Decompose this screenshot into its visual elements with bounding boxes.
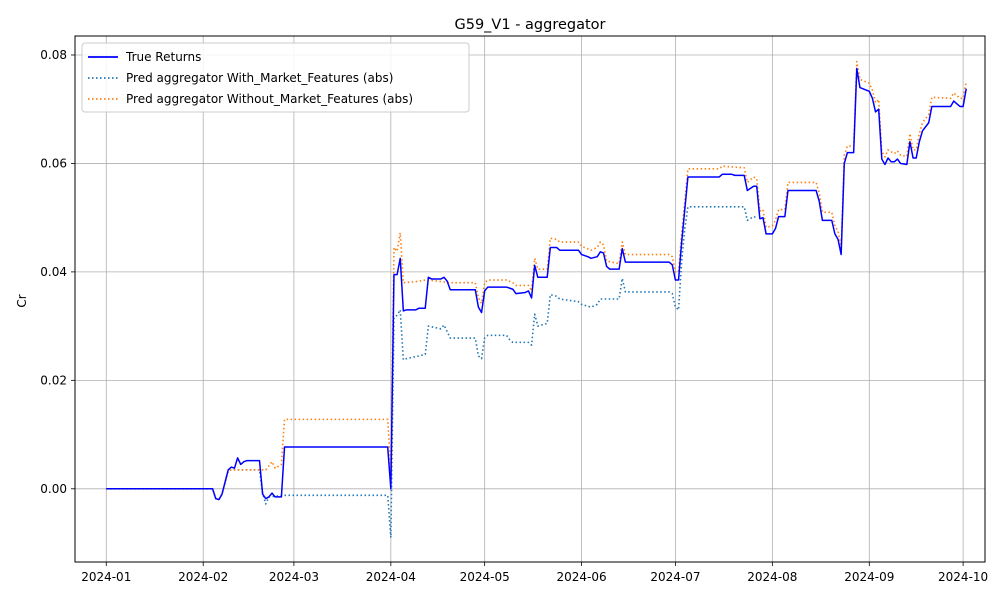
y-tick-label: 0.02 bbox=[40, 373, 67, 387]
pred-without-market-features-line bbox=[106, 60, 968, 501]
grid-lines bbox=[75, 36, 985, 562]
legend-label: Pred aggregator Without_Market_Features … bbox=[126, 92, 413, 106]
x-tick-label: 2024-06 bbox=[557, 570, 607, 584]
y-tick-label: 0.00 bbox=[40, 482, 67, 496]
y-tick-label: 0.06 bbox=[40, 156, 67, 170]
x-tick-label: 2024-01 bbox=[81, 570, 131, 584]
x-tick-label: 2024-02 bbox=[178, 570, 228, 584]
chart-title: G59_V1 - aggregator bbox=[455, 17, 606, 33]
y-tick-label: 0.04 bbox=[40, 265, 67, 279]
pred-with-market-features-line bbox=[106, 206, 757, 539]
plot-area-frame bbox=[74, 35, 986, 563]
y-axis-label: Cr bbox=[15, 294, 29, 307]
x-tick-label: 2024-10 bbox=[938, 570, 988, 584]
axis-ticks: 2024-01 2024-02 2024-03 2024-04 2024-05 2024-… bbox=[40, 48, 988, 584]
series-group bbox=[106, 60, 968, 539]
x-tick-label: 2024-03 bbox=[269, 570, 319, 584]
x-tick-label: 2024-07 bbox=[650, 570, 700, 584]
legend: True Returns Pred aggregator With_Market_… bbox=[81, 42, 470, 113]
legend-true-returns: True Returns bbox=[88, 50, 201, 64]
x-tick-label: 2024-05 bbox=[460, 570, 510, 584]
x-tick-label: 2024-04 bbox=[366, 570, 416, 584]
x-tick-label: 2024-09 bbox=[844, 570, 894, 584]
y-tick-label: 0.08 bbox=[40, 48, 67, 62]
legend-label: True Returns bbox=[125, 50, 201, 64]
x-tick-label: 2024-08 bbox=[747, 570, 797, 584]
legend-box bbox=[81, 42, 470, 113]
legend-pred-without-market-features: Pred aggregator Without_Market_Features … bbox=[88, 92, 413, 106]
true-returns-line bbox=[106, 67, 967, 501]
legend-label: Pred aggregator With_Market_Features (ab… bbox=[126, 71, 393, 85]
legend-pred-with-market-features: Pred aggregator With_Market_Features (ab… bbox=[88, 71, 393, 85]
